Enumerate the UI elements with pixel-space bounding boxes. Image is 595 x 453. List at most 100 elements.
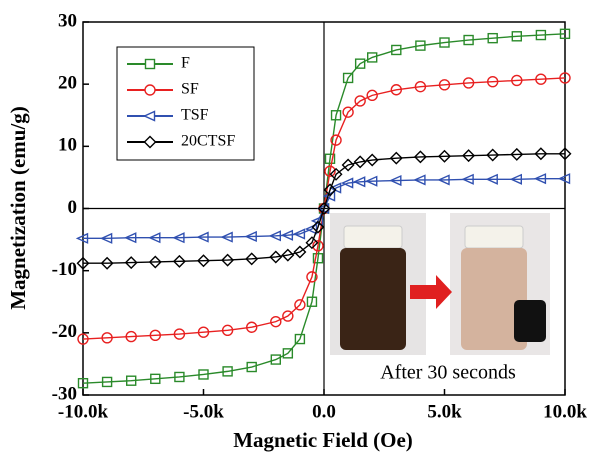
marker	[559, 28, 571, 40]
x-tick-label: -10.0k	[58, 401, 109, 422]
marker	[340, 177, 354, 189]
marker	[172, 232, 185, 244]
marker	[413, 150, 427, 164]
marker	[149, 329, 162, 342]
marker	[197, 254, 210, 268]
x-axis-title: Magnetic Field (Oe)	[233, 428, 413, 452]
marker	[367, 52, 378, 63]
marker	[124, 256, 138, 270]
marker	[487, 75, 499, 88]
marker	[353, 155, 367, 169]
marker	[245, 321, 258, 333]
marker	[329, 167, 343, 181]
marker	[511, 31, 522, 42]
marker	[342, 72, 354, 84]
marker	[462, 77, 475, 89]
marker	[282, 348, 294, 359]
marker	[77, 377, 89, 389]
marker	[365, 153, 379, 167]
marker	[196, 231, 209, 243]
marker	[364, 175, 378, 187]
x-tick-label: 10.0k	[543, 401, 587, 422]
marker	[148, 255, 162, 269]
marker	[293, 245, 307, 259]
marker	[413, 174, 426, 186]
arrow	[410, 275, 452, 309]
marker	[144, 84, 156, 96]
marker	[142, 110, 156, 122]
legend-label: F	[181, 55, 190, 72]
marker	[75, 232, 89, 244]
marker	[352, 176, 366, 188]
marker	[389, 174, 402, 187]
y-tick-label: -30	[52, 383, 77, 404]
marker	[304, 223, 318, 235]
marker	[172, 254, 186, 268]
bottle-after	[461, 248, 527, 350]
marker	[174, 371, 185, 383]
marker	[268, 230, 281, 242]
magnet	[514, 300, 546, 342]
marker	[509, 173, 522, 185]
y-tick-label: 30	[58, 10, 77, 31]
marker	[101, 332, 113, 344]
marker	[487, 32, 498, 44]
y-tick-label: 0	[68, 197, 78, 218]
marker	[150, 373, 161, 385]
marker	[559, 72, 571, 84]
annotation: After 30 seconds	[380, 362, 516, 384]
marker	[280, 229, 294, 241]
marker	[306, 271, 318, 283]
marker	[125, 375, 137, 386]
marker	[221, 253, 235, 267]
marker	[220, 231, 233, 243]
marker	[510, 147, 524, 161]
marker	[143, 135, 157, 149]
y-axis-title: Magnetization (emu/g)	[6, 106, 30, 310]
marker	[461, 173, 474, 185]
marker	[270, 315, 282, 328]
bottle-cap	[343, 225, 403, 249]
marker	[244, 230, 257, 243]
marker	[312, 240, 324, 252]
marker	[485, 173, 498, 185]
marker	[281, 248, 295, 262]
marker	[366, 89, 378, 102]
marker	[294, 333, 306, 345]
marker	[144, 58, 156, 70]
marker	[125, 330, 137, 343]
marker	[354, 95, 366, 107]
marker	[438, 149, 451, 163]
marker	[312, 253, 324, 264]
inset-photo: After 30 seconds	[330, 213, 566, 393]
legend-label: SF	[181, 81, 199, 98]
marker	[511, 74, 523, 87]
marker	[414, 80, 427, 93]
y-tick-label: -20	[52, 321, 77, 342]
marker	[462, 149, 476, 163]
marker	[390, 84, 402, 96]
marker	[354, 58, 366, 69]
marker	[535, 73, 547, 85]
marker	[463, 34, 474, 46]
marker	[324, 153, 336, 164]
marker	[148, 232, 161, 244]
bottle-before	[340, 248, 406, 350]
marker	[282, 310, 294, 322]
marker	[558, 147, 572, 161]
legend-label: 20CTSF	[181, 133, 235, 150]
marker	[486, 148, 500, 162]
x-tick-label: -5.0k	[183, 401, 224, 422]
marker	[198, 369, 209, 380]
marker	[173, 328, 186, 340]
marker	[322, 190, 336, 202]
marker	[341, 158, 355, 172]
marker	[533, 173, 547, 185]
marker	[310, 215, 324, 227]
marker	[306, 296, 318, 307]
y-tick-label: 10	[58, 135, 77, 156]
marker	[245, 252, 259, 266]
marker	[324, 165, 336, 177]
y-tick-label: 20	[58, 73, 77, 94]
marker	[123, 232, 137, 244]
